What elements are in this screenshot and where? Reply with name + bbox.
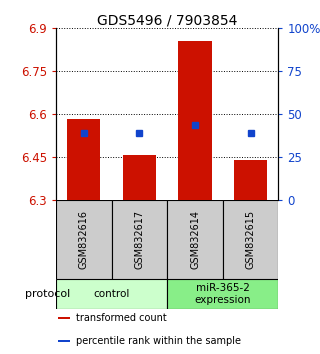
Bar [123,155,156,200]
Bar [178,41,212,200]
Text: miR-365-2
expression: miR-365-2 expression [195,283,251,305]
Bar [58,317,70,319]
Text: protocol: protocol [25,289,71,299]
Title: GDS5496 / 7903854: GDS5496 / 7903854 [97,13,237,27]
Text: percentile rank within the sample: percentile rank within the sample [76,336,241,346]
Text: GSM832616: GSM832616 [79,210,89,269]
Bar [167,200,223,279]
Text: GSM832617: GSM832617 [134,210,144,269]
Bar [223,200,278,279]
Bar [58,340,70,342]
Bar [56,200,112,279]
Bar [167,279,278,309]
Bar [234,160,267,200]
Text: transformed count: transformed count [76,313,167,323]
Text: control: control [93,289,130,299]
Bar [56,279,167,309]
Text: GSM832614: GSM832614 [190,210,200,269]
Bar [112,200,167,279]
Bar [67,119,100,200]
Text: GSM832615: GSM832615 [246,210,256,269]
